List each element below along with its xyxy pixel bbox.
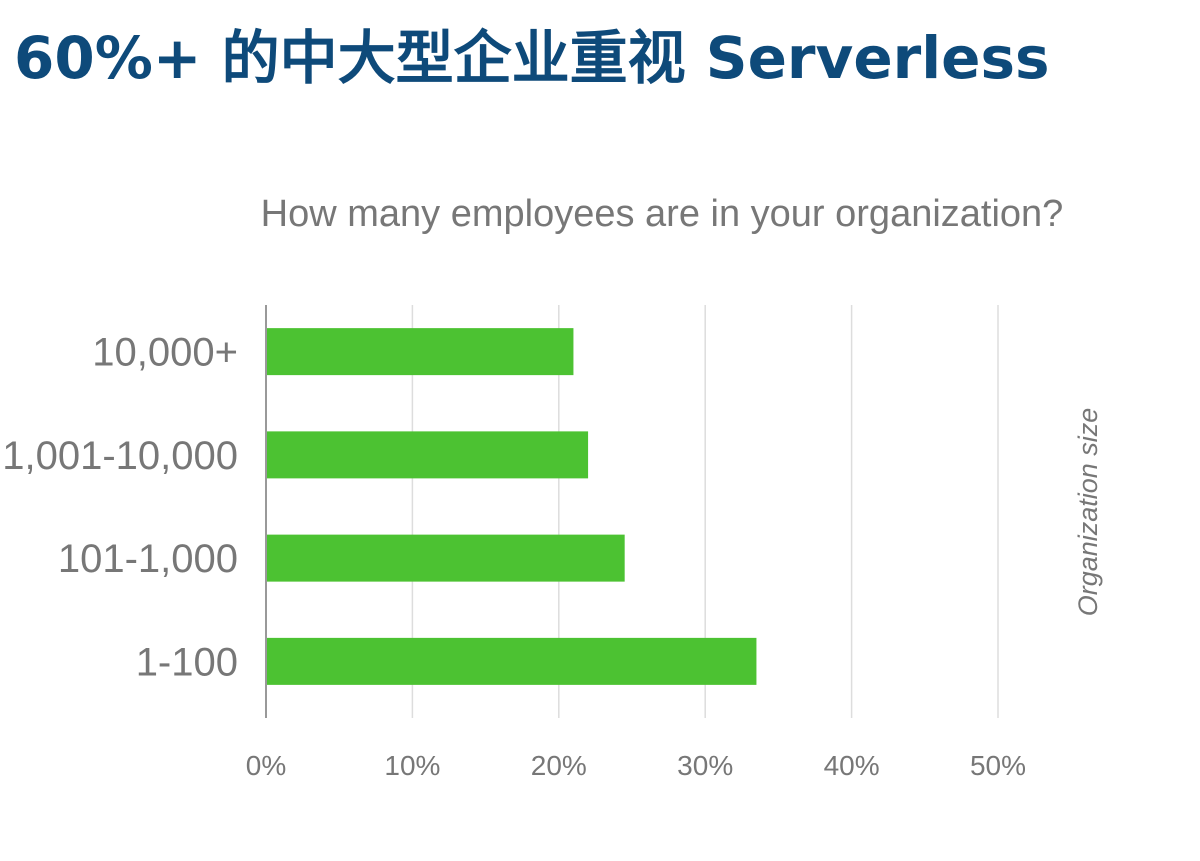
bars [267,328,757,685]
bar [267,534,625,582]
chart-title: How many employees are in your organizat… [261,193,1064,235]
category-label: 101-1,000 [58,537,238,581]
category-label: 10,000+ [92,331,238,375]
category-label: 1-100 [136,640,238,684]
x-tick-label: 50% [970,750,1026,781]
x-tick-label: 40% [824,750,880,781]
x-tick-labels: 0% 10% 20% 30% 40% 50% [246,750,1026,781]
y-axis-title: Organization size [1073,408,1103,617]
category-label: 1,001-10,000 [2,434,238,478]
category-labels: 10,000+ 1,001-10,000 101-1,000 1-100 [2,331,238,685]
page-headline: 60%+ 的中大型企业重视 Serverless [14,24,1050,92]
x-tick-label: 20% [531,750,587,781]
bar [267,328,574,376]
x-tick-label: 0% [246,750,286,781]
bar [267,431,589,479]
x-tick-label: 10% [384,750,440,781]
x-tick-label: 30% [677,750,733,781]
bar [267,637,757,685]
